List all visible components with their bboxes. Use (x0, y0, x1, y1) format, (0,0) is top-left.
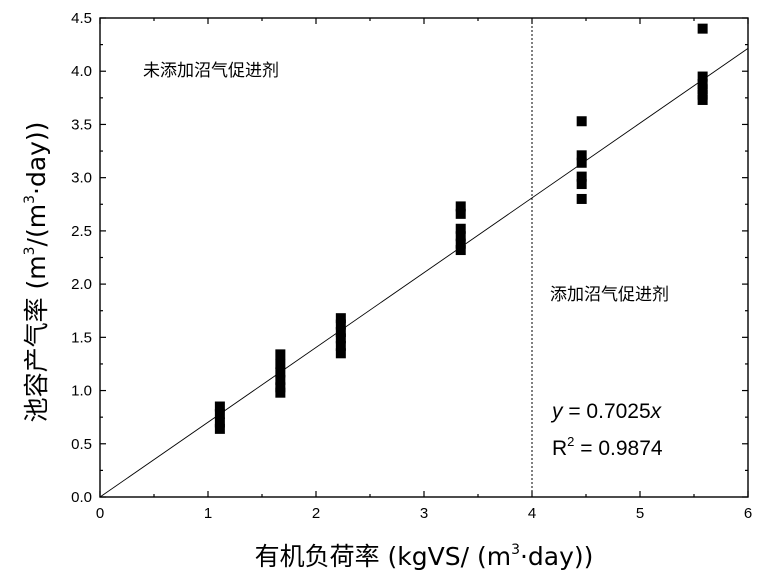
data-marks (214, 23, 708, 434)
data-point (275, 374, 286, 385)
data-point (697, 78, 708, 89)
fit-r-squared: R2 = 0.9874 (552, 434, 663, 460)
data-point (455, 231, 466, 242)
data-point (455, 208, 466, 219)
y-tick-label: 0.0 (71, 489, 92, 506)
y-tick-label: 4.5 (71, 10, 92, 27)
y-axis-label: 池容产气率 (m3/(m3·day)) (22, 122, 51, 423)
x-axis-label-main: 有机负荷率 (kgVS/ (m (255, 542, 512, 571)
fit-equation-y: y (550, 400, 564, 423)
data-point (275, 382, 286, 393)
fit-r-value: = 0.9874 (574, 437, 662, 460)
data-point (214, 401, 225, 412)
data-point (214, 423, 225, 434)
y-tick-label: 4.0 (71, 63, 92, 80)
plot-area (99, 17, 749, 498)
y-tick-label: 1.0 (71, 383, 92, 400)
plot-frame (99, 17, 749, 498)
data-point (335, 319, 346, 330)
data-point (576, 179, 587, 190)
x-tick-label: 6 (744, 505, 752, 522)
x-tick-label: 2 (312, 505, 320, 522)
y-axis-label-end: ·day)) (22, 122, 51, 195)
data-point (335, 340, 346, 351)
x-tick-label: 4 (528, 505, 536, 522)
x-tick-label: 1 (204, 505, 212, 522)
fit-r-label: R (552, 437, 567, 460)
data-point (576, 193, 587, 204)
y-axis-label-sup2: 3 (22, 195, 38, 204)
y-tick-label: 3.5 (71, 116, 92, 133)
data-point (275, 358, 286, 369)
data-point (576, 116, 587, 127)
data-point (697, 94, 708, 105)
data-point (576, 150, 587, 161)
y-axis-label-sup: 3 (22, 246, 38, 255)
data-point (576, 157, 587, 168)
data-point (455, 223, 466, 234)
data-point (697, 89, 708, 100)
data-point (275, 387, 286, 398)
axis-ticks: 0 1 2 3 4 5 6 0.0 0.5 1.0 1.5 2.0 2.5 3.0 3.5 4.0 4.5 (71, 10, 752, 522)
fit-equation: y = 0.7025x (550, 400, 663, 423)
y-tick-label: 1.5 (71, 329, 92, 346)
data-point (275, 349, 286, 360)
data-point (455, 245, 466, 256)
data-point (335, 313, 346, 324)
data-point (335, 327, 346, 338)
x-tick-label: 3 (420, 505, 428, 522)
y-axis-label-main: 池容产气率 (m (22, 255, 51, 422)
x-axis-label-end: ·day)) (520, 542, 593, 571)
annotation-after: 添加沼气促进剂 (550, 285, 669, 305)
fit-equation-x: x (650, 400, 663, 423)
fit-line (99, 47, 749, 498)
x-axis-label: 有机负荷率 (kgVS/ (m3·day)) (255, 542, 594, 571)
fit-equation-value: = 0.7025 (563, 400, 651, 423)
x-axis-label-sup: 3 (511, 542, 520, 558)
data-point (455, 201, 466, 212)
data-point (335, 333, 346, 344)
x-tick-label: 0 (96, 505, 104, 522)
y-tick-label: 0.5 (71, 436, 92, 453)
y-tick-label: 2.0 (71, 276, 92, 293)
x-tick-label: 5 (636, 505, 644, 522)
data-point (697, 71, 708, 82)
data-point (697, 23, 708, 34)
data-point (455, 238, 466, 249)
data-point (214, 417, 225, 428)
data-point (576, 171, 587, 182)
annotation-before: 未添加沼气促进剂 (143, 61, 279, 81)
data-point (697, 84, 708, 95)
y-axis-label-mid: /(m (22, 204, 51, 247)
data-point (335, 348, 346, 359)
y-tick-label: 3.0 (71, 170, 92, 187)
y-tick-label: 2.5 (71, 223, 92, 240)
fit-r-sup: 2 (567, 434, 574, 449)
